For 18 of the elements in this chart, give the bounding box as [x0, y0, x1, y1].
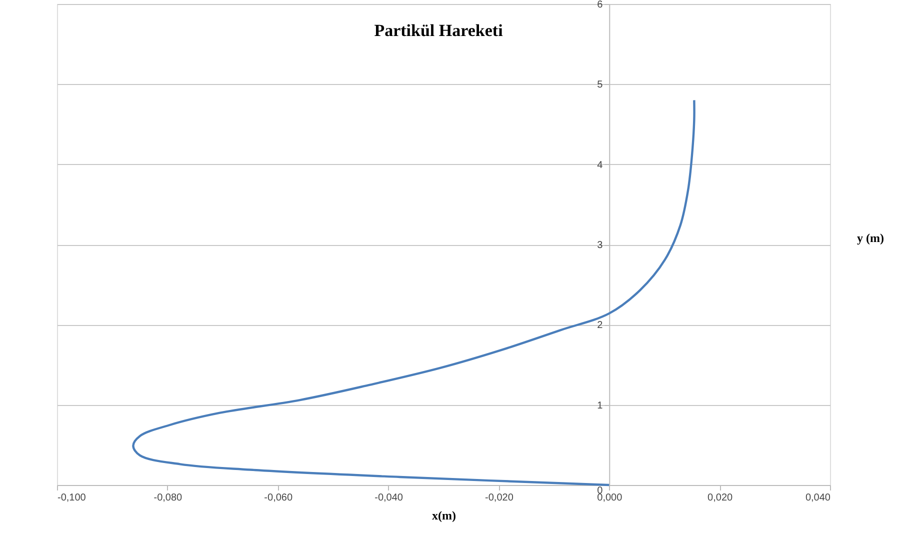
- x-tick-label: -0,100: [58, 492, 86, 504]
- x-tick-label: 0,020: [708, 492, 734, 504]
- line-series: [132, 99, 696, 486]
- x-tick-label: -0,060: [264, 492, 293, 504]
- x-tick-label: -0,040: [374, 492, 404, 504]
- y-axis-title: y (m): [857, 231, 884, 245]
- x-axis-title: x(m): [432, 508, 456, 522]
- y-tick-label: 5: [597, 80, 604, 91]
- y-tick-label: 2: [597, 320, 604, 332]
- y-tick-label: 1: [597, 400, 604, 412]
- y-tick-label: 3: [597, 240, 604, 251]
- text: Partikül Hareketi: [374, 21, 504, 40]
- x-tick-label: -0,080: [154, 492, 183, 504]
- y-tick-label: 6: [597, 0, 604, 10]
- x-tick-label: 0,040: [805, 492, 831, 504]
- x-tick-label: -0,020: [485, 492, 514, 504]
- x-tick-label: 0,000: [597, 492, 623, 504]
- y-tick-label: 4: [597, 160, 604, 171]
